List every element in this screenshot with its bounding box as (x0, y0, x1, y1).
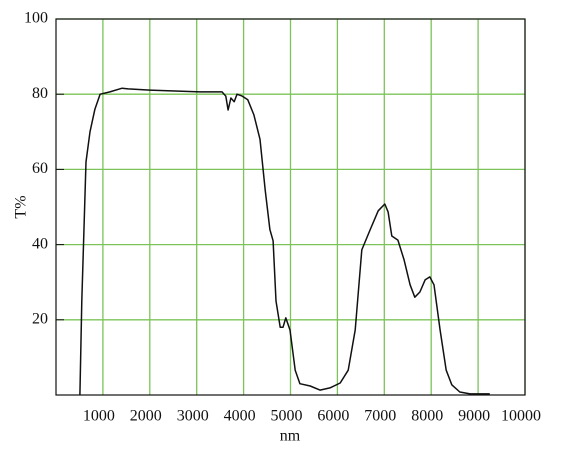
y-axis-label: T% (13, 195, 30, 218)
x-tick-label: 5000 (271, 408, 303, 425)
x-tick-label: 3000 (177, 408, 209, 425)
x-tick-label: 4000 (224, 408, 256, 425)
x-tick-label: 9000 (458, 408, 490, 425)
y-tick-label: 60 (32, 160, 48, 177)
data-line (79, 87, 490, 396)
x-tick-label: 2000 (130, 408, 162, 425)
plot-frame (55, 18, 526, 396)
x-tick-label: 1000 (83, 408, 115, 425)
y-tick-label: 20 (32, 310, 48, 327)
y-tick-label: 40 (32, 235, 48, 252)
y-tick-label: 100 (24, 10, 48, 27)
x-tick-label: 10000 (501, 408, 541, 425)
x-tick-label: 8000 (411, 408, 443, 425)
x-tick-label: 6000 (317, 408, 349, 425)
x-axis-label: nm (280, 428, 301, 445)
x-tick-label: 7000 (364, 408, 396, 425)
y-tick-label: 80 (32, 85, 48, 102)
